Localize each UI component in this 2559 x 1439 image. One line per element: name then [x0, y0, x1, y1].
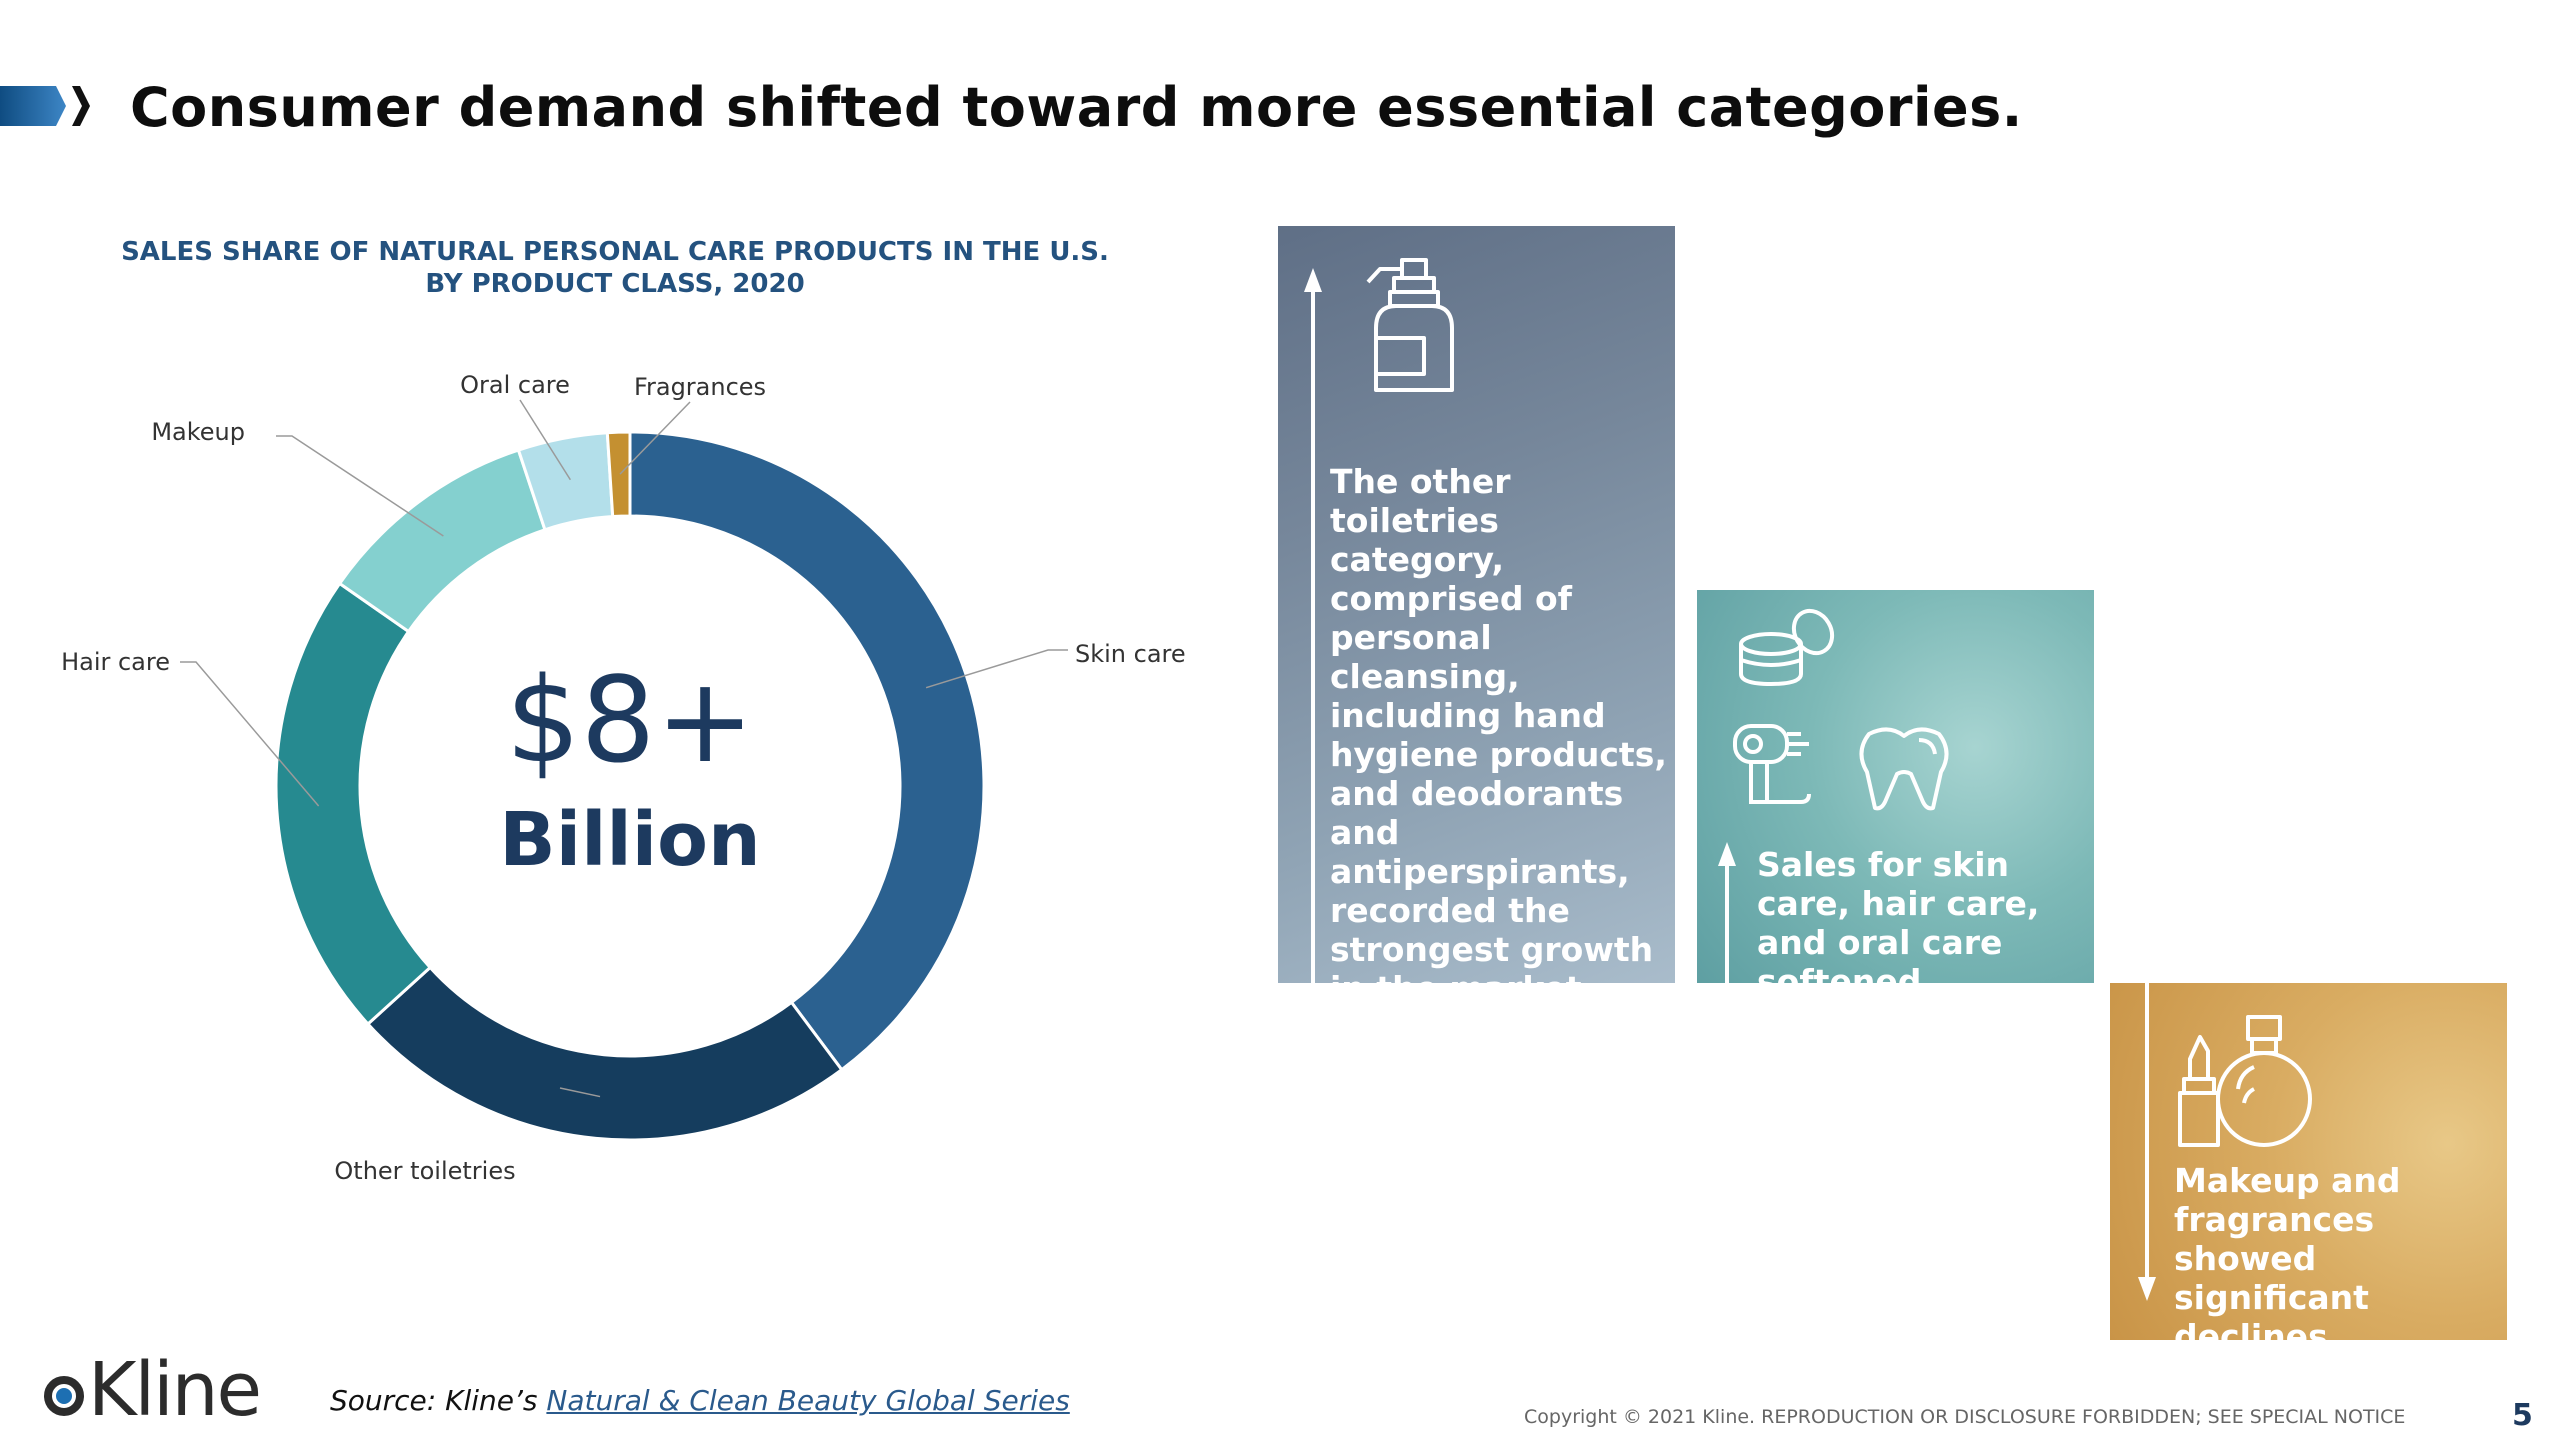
- slice-label: Other toiletries: [334, 1157, 515, 1185]
- slice-label: Fragrances: [634, 373, 766, 401]
- donut-slice-skin-care: [628, 430, 986, 1072]
- leader-line: [619, 401, 691, 475]
- leader-line: [925, 649, 1068, 689]
- kline-logo-mark-icon: [44, 1376, 84, 1416]
- panel-2-text: Sales for skin care, hair care, and oral…: [1757, 845, 2040, 983]
- donut-slice-fragrances: [605, 430, 632, 519]
- source-prefix: Source: Kline’s: [330, 1384, 547, 1417]
- insight-panel-other-toiletries: The other toiletries category, comprised…: [1278, 226, 1675, 983]
- donut-slice-hair-care: [274, 581, 433, 1027]
- donut-slice-makeup: [337, 448, 547, 634]
- down-arrow-icon: [2138, 983, 2156, 1301]
- copyright-notice: Copyright © 2021 Kline. REPRODUCTION OR …: [1524, 1406, 2406, 1428]
- tooth-icon: [1859, 727, 1949, 811]
- slice-label: Hair care: [61, 648, 170, 676]
- panel-1-text: The other toiletries category, comprised…: [1330, 462, 1667, 983]
- panel-background: [1278, 226, 1675, 983]
- donut-chart: Skin care Other toiletries Hair care Makeup…: [61, 371, 1186, 1185]
- leader-line: [559, 1087, 601, 1098]
- pump-bottle-icon: [1366, 258, 1454, 392]
- insight-panel-skin-hair-oral: Sales for skin care, hair care, and oral…: [1697, 590, 2094, 983]
- logo-text: Kline: [88, 1347, 262, 1433]
- header-chevron-icon: [0, 86, 90, 126]
- slice-label: Skin care: [1075, 640, 1186, 668]
- panel-background: [2110, 983, 2507, 1340]
- source-note: Source: Kline’s Natural & Clean Beauty G…: [330, 1384, 1070, 1417]
- leader-line: [180, 661, 320, 807]
- donut-center-value: $8+: [505, 651, 755, 789]
- page-number: 5: [2512, 1398, 2533, 1433]
- hair-dryer-icon: [1733, 724, 1811, 804]
- slice-label: Oral care: [460, 371, 570, 399]
- slide-title: Consumer demand shifted toward more esse…: [130, 76, 2023, 139]
- leader-line: [519, 399, 571, 481]
- source-link[interactable]: Natural & Clean Beauty Global Series: [546, 1384, 1070, 1417]
- leader-line: [276, 435, 444, 537]
- cream-jar-icon: [1739, 608, 1835, 687]
- kline-logo: Kline: [42, 1347, 262, 1433]
- lipstick-perfume-icon: [2178, 1015, 2312, 1147]
- slice-label: Makeup: [151, 418, 245, 446]
- chart-title: SALES SHARE OF NATURAL PERSONAL CARE PRO…: [121, 237, 1109, 299]
- up-arrow-icon: [1304, 268, 1322, 983]
- panel-3-text: Makeup and fragrances showed significant…: [2174, 1161, 2401, 1340]
- donut-slice-other-toiletries: [365, 965, 844, 1142]
- donut-center-unit: Billion: [499, 797, 761, 883]
- insight-panel-makeup-fragrances: Makeup and fragrances showed significant…: [2110, 983, 2507, 1340]
- up-arrow-icon: [1718, 842, 1736, 983]
